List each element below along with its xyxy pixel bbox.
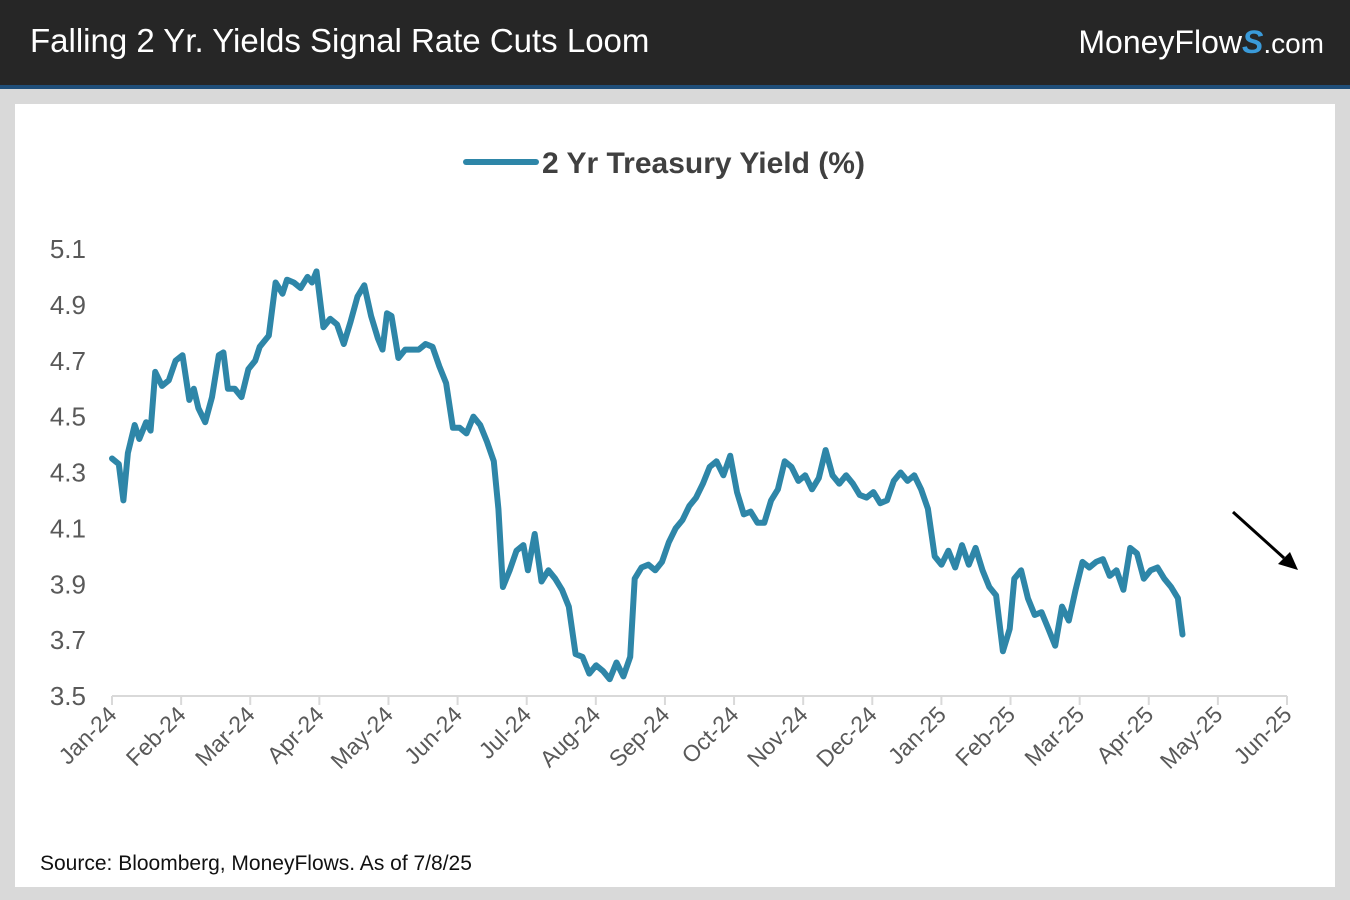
brand-s-mark: S (1241, 24, 1264, 60)
page-title: Falling 2 Yr. Yields Signal Rate Cuts Lo… (30, 22, 650, 59)
x-tick-label: Feb-25 (950, 701, 1020, 771)
x-tick-label: Sep-24 (604, 701, 675, 772)
series-line-2yr-yield (109, 268, 1186, 683)
x-tick-label: Apr-24 (262, 701, 329, 768)
header-divider (0, 85, 1350, 89)
x-tick-label: Feb-24 (121, 701, 191, 771)
source-note: Source: Bloomberg, MoneyFlows. As of 7/8… (40, 852, 472, 875)
arrow-head (1278, 552, 1298, 570)
x-tick-label: Jan-24 (53, 701, 121, 769)
brand-name: MoneyFlow (1078, 24, 1242, 60)
x-tick-label: May-24 (325, 701, 398, 774)
x-tick-label: Mar-25 (1019, 701, 1089, 771)
header-bar (0, 0, 1350, 85)
x-tick-label: May-25 (1155, 701, 1228, 774)
x-tick-label: Oct-24 (676, 701, 743, 768)
y-tick-label: 3.7 (50, 625, 86, 655)
x-tick-label: Jun-25 (1228, 701, 1296, 769)
x-tick-label: Aug-24 (535, 701, 606, 772)
y-tick-label: 4.7 (50, 346, 86, 376)
x-tick-label: Apr-25 (1091, 701, 1158, 768)
legend-label: 2 Yr Treasury Yield (%) (542, 147, 865, 180)
y-tick-label: 3.5 (50, 681, 86, 711)
y-tick-label: 4.9 (50, 290, 86, 320)
chart-panel (15, 104, 1335, 887)
x-tick-label: Jun-24 (399, 701, 467, 769)
x-tick-label: Nov-24 (742, 701, 813, 772)
legend: 2 Yr Treasury Yield (%) (463, 147, 865, 180)
y-tick-label: 5.1 (50, 234, 86, 264)
x-tick-label: Jul-24 (474, 701, 537, 764)
y-tick-label: 3.9 (50, 569, 86, 599)
arrow-shaft (1231, 510, 1286, 560)
brand-domain: .com (1263, 28, 1324, 59)
brand-logo: MoneyFlowS.com (1078, 22, 1324, 64)
x-tick-label: Dec-24 (811, 701, 882, 772)
y-axis-ticks: 3.5 3.7 3.9 4.1 4.3 4.5 4.7 4.9 5.1 (50, 234, 86, 711)
x-tick-label: Mar-24 (190, 701, 260, 771)
downward-arrow-annotation (1231, 510, 1298, 570)
x-tick-label: Jan-25 (883, 701, 951, 769)
y-tick-label: 4.1 (50, 513, 86, 543)
y-tick-label: 4.5 (50, 402, 86, 432)
y-tick-label: 4.3 (50, 458, 86, 488)
